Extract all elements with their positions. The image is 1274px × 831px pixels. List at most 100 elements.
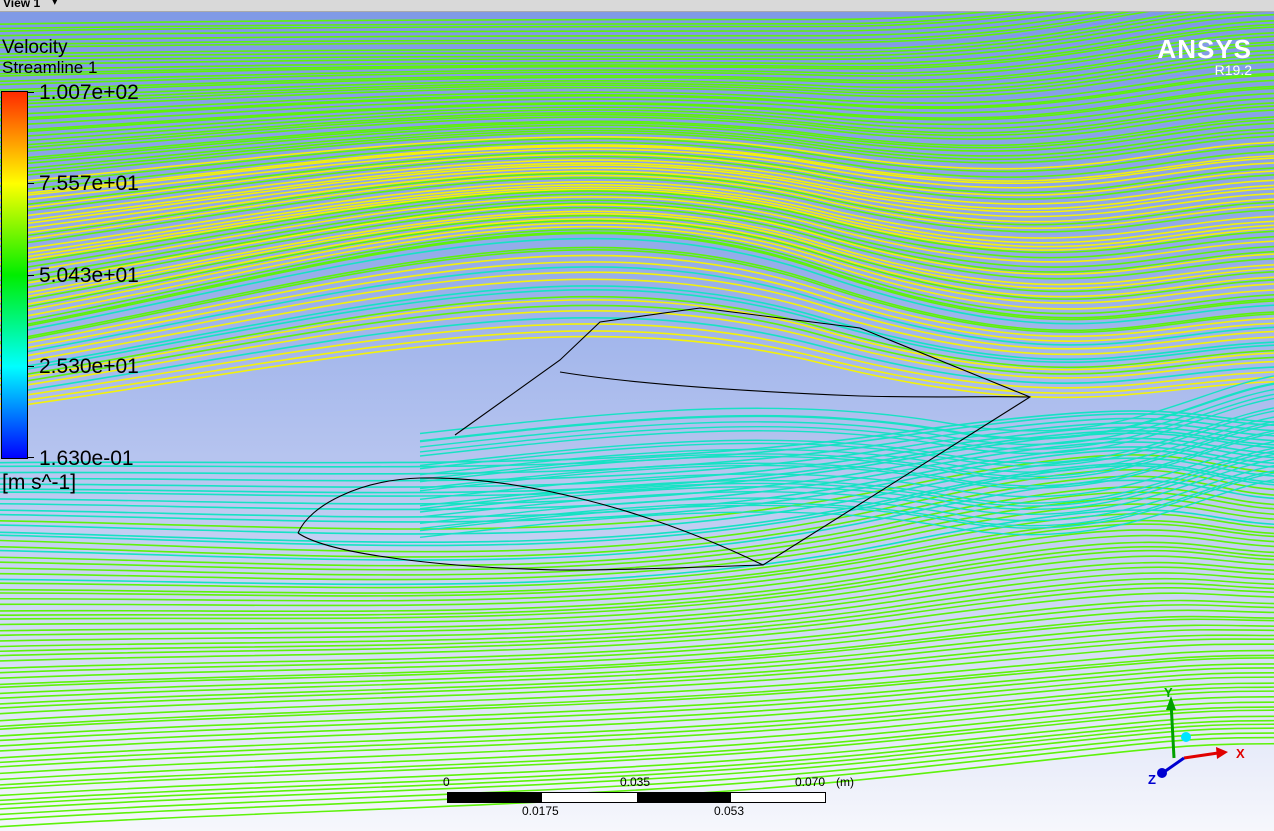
streamline: [0, 214, 1274, 305]
chevron-down-icon[interactable]: ▾: [52, 0, 58, 8]
streamline: [0, 206, 1274, 293]
legend-tick-mark: [27, 183, 34, 184]
streamline: [0, 228, 1274, 327]
streamline: [0, 26, 1274, 77]
streamline: [0, 701, 1274, 781]
triad-x-label: X: [1236, 746, 1245, 761]
streamline: [0, 19, 1274, 71]
wake-streamline: [419, 397, 1274, 457]
streamline: [0, 599, 1274, 669]
streamline: [0, 446, 1274, 518]
streamline: [0, 184, 1274, 258]
streamline: [0, 676, 1274, 752]
streamline: [0, 68, 1274, 116]
streamline: [0, 686, 1274, 764]
streamline: [0, 204, 1274, 289]
streamline: [0, 186, 1274, 262]
streamline: [0, 289, 1274, 375]
streamline: [0, 266, 1274, 358]
streamline: [0, 74, 1274, 122]
streamline: [0, 663, 1274, 737]
streamline: [0, 462, 1274, 544]
streamline: [0, 148, 1274, 204]
streamline: [0, 475, 1274, 558]
legend-tick-mark: [27, 275, 34, 276]
legend-tick-label: 1.007e+02: [39, 81, 139, 104]
legend-tick-mark: [27, 92, 34, 93]
streamline: [0, 609, 1274, 680]
legend-units: [m s^-1]: [2, 471, 77, 494]
streamline: [0, 145, 1274, 199]
streamline: [0, 615, 1274, 686]
legend-title: Velocity: [2, 37, 68, 58]
streamline: [0, 141, 1274, 193]
streamline: [0, 549, 1274, 620]
streamline: [0, 122, 1274, 167]
scale-bar: [447, 792, 826, 803]
streamline: [0, 513, 1274, 589]
streamline: [0, 79, 1274, 127]
streamline: [0, 49, 1274, 99]
legend-tick-label: 7.557e+01: [39, 172, 139, 195]
streamline: [0, 127, 1274, 172]
streamline: [0, 649, 1274, 722]
streamline: [0, 144, 1274, 197]
streamline: [0, 654, 1274, 728]
streamline: [0, 709, 1274, 790]
streamline: [0, 162, 1274, 225]
wake-streamline: [419, 393, 1274, 453]
streamline: [0, 85, 1274, 133]
wake-streamline: [419, 441, 1274, 500]
wake-streamline: [419, 388, 1274, 448]
streamline: [0, 210, 1274, 299]
streamline: [0, 643, 1274, 715]
wake-streamline: [419, 465, 1274, 524]
streamline: [0, 667, 1274, 742]
wake-streamline: [419, 447, 1274, 507]
streamline: [0, 0, 1080, 25]
wake-streamline: [419, 420, 1274, 480]
wake-streamline: [419, 458, 1274, 518]
streamline: [0, 285, 1274, 372]
streamline: [0, 604, 1274, 674]
streamline: [0, 10, 1274, 62]
streamline: [0, 572, 1274, 642]
z-axis-end: [1157, 768, 1167, 778]
streamline: [0, 118, 1274, 163]
streamline: [0, 23, 1274, 75]
streamline: [0, 577, 1274, 648]
streamline: [0, 682, 1274, 759]
streamline: [0, 164, 1274, 228]
streamline: [0, 430, 1274, 494]
view-tab[interactable]: View 1 ▾: [0, 0, 1274, 12]
streamline: [0, 116, 1274, 161]
streamline: [0, 410, 1274, 464]
wake-streamline: [419, 423, 1274, 483]
streamline: [0, 129, 1274, 175]
version-label: R19.2: [1214, 62, 1252, 78]
scale-label-end: 0.070: [795, 775, 826, 789]
streamline: [0, 0, 1106, 30]
legend-tick-label: 2.530e+01: [39, 355, 139, 378]
wake-streamline: [419, 430, 1274, 490]
axis-triad[interactable]: Y X Z: [1140, 680, 1260, 790]
streamline: [0, 330, 1274, 406]
z-axis-line: [1163, 756, 1185, 774]
streamline: [0, 706, 1274, 786]
streamline: [0, 454, 1274, 530]
streamline: [0, 479, 1274, 561]
streamline: [0, 742, 1274, 828]
streamline: [0, 727, 1274, 810]
streamline: [0, 151, 1274, 209]
scale-label-quarter: 0.0175: [522, 804, 559, 818]
body-outline: [559, 371, 1031, 398]
streamline: [0, 690, 1274, 768]
streamline: [0, 732, 1274, 816]
streamline: [0, 177, 1274, 248]
streamline: [0, 196, 1274, 277]
streamline: [0, 0, 1148, 37]
wake-streamline: [419, 450, 1274, 510]
streamline: [0, 172, 1274, 240]
